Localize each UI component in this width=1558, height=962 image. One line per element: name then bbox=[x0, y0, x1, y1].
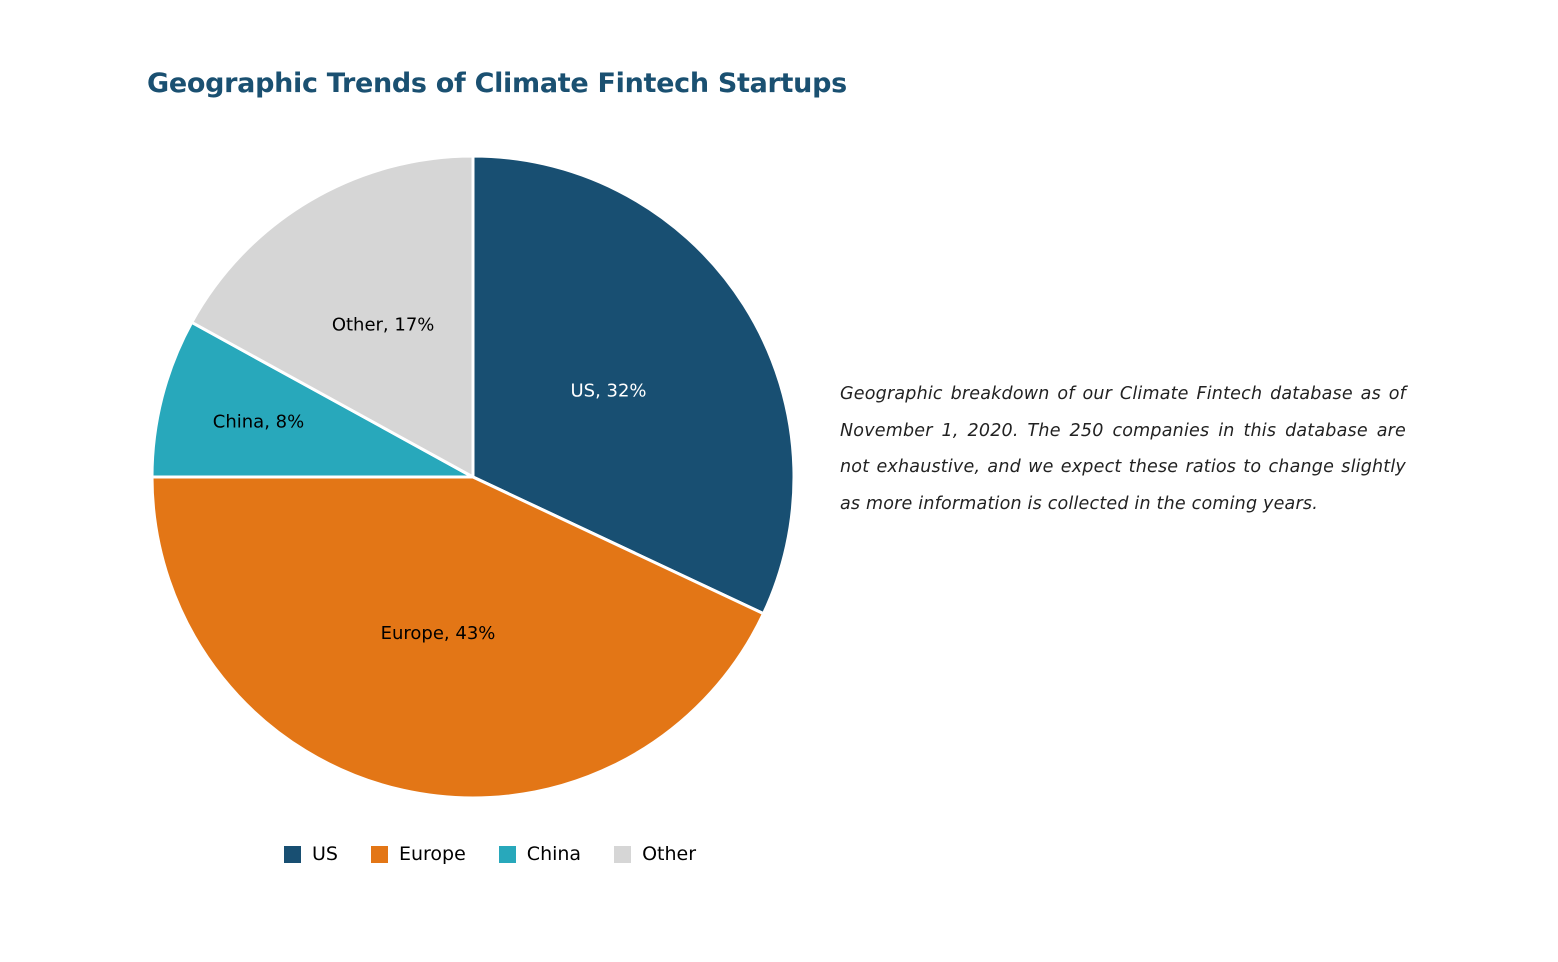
legend-item-other: Other bbox=[614, 843, 696, 865]
pie-slice-labels: US, 32% Europe, 43% China, 8% Other, 17% bbox=[213, 315, 647, 645]
pie-slice-china bbox=[150, 320, 475, 479]
legend-swatch-europe bbox=[370, 845, 388, 863]
slice-label-us: US, 32% bbox=[570, 381, 646, 402]
pie-slices bbox=[150, 154, 796, 800]
chart-title: Geographic Trends of Climate Fintech Sta… bbox=[147, 68, 847, 99]
slice-label-europe: Europe, 43% bbox=[381, 623, 496, 644]
slice-label-other: Other, 17% bbox=[332, 315, 435, 336]
pie-slice-other bbox=[190, 154, 475, 479]
legend-item-us: US bbox=[284, 843, 338, 865]
legend-label-us: US bbox=[312, 843, 338, 865]
legend-swatch-china bbox=[498, 845, 516, 863]
legend-item-europe: Europe bbox=[370, 843, 466, 865]
legend-item-china: China bbox=[498, 843, 582, 865]
legend-label-other: Other bbox=[642, 843, 697, 865]
legend-label-china: China bbox=[526, 843, 582, 865]
legend-swatch-us bbox=[284, 845, 301, 863]
chart-caption: Geographic breakdown of our Climate Fint… bbox=[840, 384, 1406, 514]
legend-label-europe: Europe bbox=[398, 843, 466, 865]
legend-swatch-other bbox=[614, 845, 632, 863]
pie-slice-europe bbox=[150, 475, 765, 800]
chart-legend: US Europe China Other bbox=[284, 843, 729, 865]
pie-slice-us bbox=[471, 154, 796, 616]
slice-label-china: China, 8% bbox=[213, 411, 304, 432]
